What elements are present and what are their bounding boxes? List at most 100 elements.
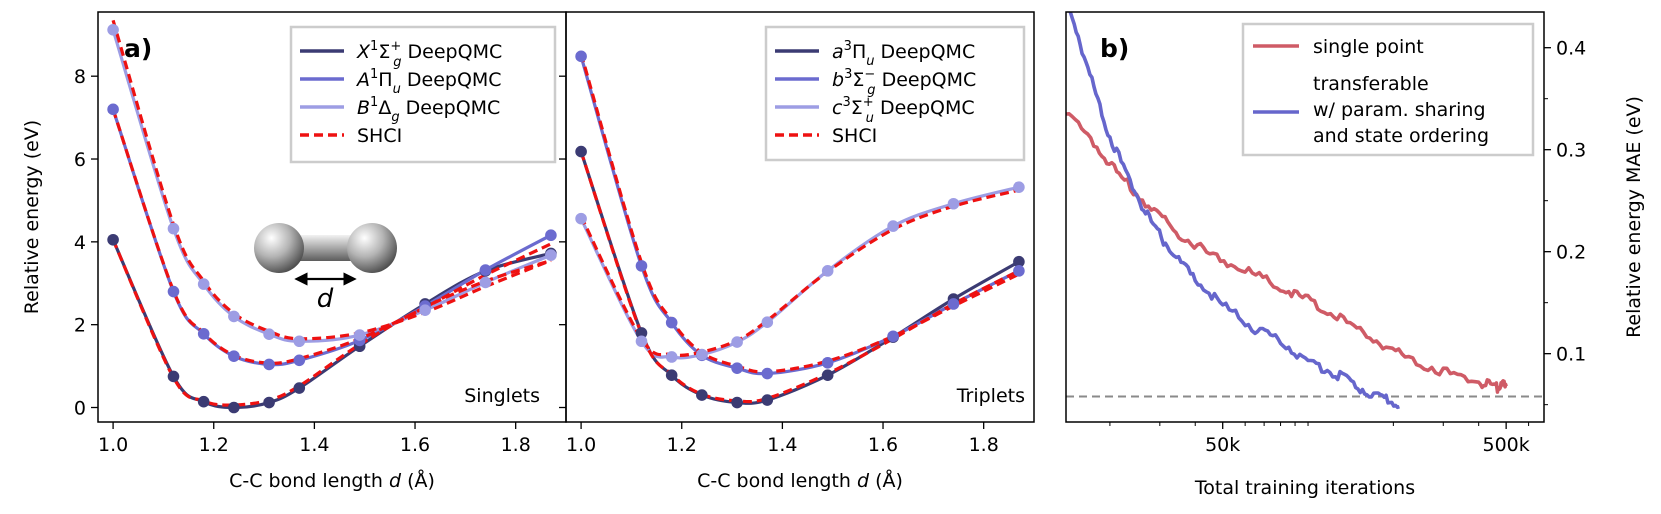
triplets-data-point [635, 335, 648, 348]
training-series-line-1 [1066, 112, 1508, 394]
singlets-ytick-label: 6 [74, 149, 86, 171]
triplets-data-point [665, 316, 678, 329]
triplets-data-point [1013, 265, 1025, 277]
triplets-legend-label: b3Σ− g DeepQMC [832, 67, 976, 98]
triplets-data-point [635, 327, 648, 339]
singlets-data-point [263, 396, 275, 409]
triplets-data-point [731, 336, 743, 348]
dimer-atom-right [347, 223, 397, 273]
training-xtick-label: 500k [1483, 434, 1530, 456]
triplets-data-point [947, 298, 960, 310]
panel-label-a: a) [124, 34, 152, 63]
singlets-data-point [107, 24, 119, 36]
singlets-ytick-label: 4 [74, 232, 86, 254]
triplets-data-point [821, 265, 834, 277]
singlets-legend-label-shci: SHCI [357, 125, 402, 147]
singlets-corner-label: Singlets [464, 385, 540, 407]
singlets-xtick-label: 1.4 [299, 434, 329, 456]
triplets-xtick-label: 1.0 [566, 434, 596, 456]
bond-length-symbol: d [317, 284, 334, 314]
singlets-ytick-label: 0 [74, 398, 86, 420]
triplets-xtick-label: 1.2 [667, 434, 697, 456]
triplets-data-point [821, 356, 834, 369]
singlets-legend-label: A1Πu DeepQMC [355, 67, 502, 97]
triplets-data-point [575, 50, 587, 63]
singlets-data-point [228, 310, 240, 323]
singlets-data-point [197, 278, 210, 290]
training-ytick-label: 0.2 [1556, 242, 1586, 264]
singlets-data-point [228, 401, 240, 414]
triplets-data-point [761, 394, 774, 406]
triplets-legend-box [764, 25, 1026, 162]
singlets-legend-label: B1Δg DeepQMC [357, 95, 500, 125]
triplets-panel: 1.0 1.2 1.4 1.6 1.8 Triplets C-C bond length… [559, 11, 1035, 492]
singlets-data-point [263, 358, 275, 371]
triplets-plot-frame [565, 11, 1035, 423]
triplets-data-point [575, 145, 587, 158]
triplets-data-point [761, 316, 774, 328]
triplets-xtick-label: 1.4 [767, 434, 797, 456]
training-legend-label-transferable: w/ param. sharing [1313, 99, 1486, 121]
training-xlabel: Total training iterations [1194, 477, 1415, 499]
triplets-data-point [821, 369, 834, 382]
singlets-data-point [107, 233, 119, 246]
triplets-shci-line-3 [579, 188, 1020, 357]
training-legend-label-transferable: and state ordering [1313, 125, 1489, 147]
triplets-data-point [887, 330, 899, 343]
singlets-data-point [167, 370, 180, 383]
singlets-shci-line-2 [111, 108, 552, 365]
singlets-data-point [107, 103, 119, 116]
triplets-data-point [947, 197, 960, 210]
triplets-data-point [696, 389, 708, 401]
triplets-data-point [731, 396, 743, 409]
triplets-data-point [575, 212, 587, 225]
singlets-data-point [545, 249, 557, 261]
training-plot-frame [1065, 11, 1545, 423]
triplets-legend-label: c3Σ+ u DeepQMC [832, 95, 975, 126]
triplets-xtick-label: 1.6 [868, 434, 898, 456]
singlets-data-point [545, 229, 557, 242]
training-ytick-label: 0.3 [1556, 140, 1586, 162]
c2-dimer-inset: d [254, 223, 397, 314]
singlets-data-point [293, 335, 306, 348]
training-legend-label-transferable: transferable [1313, 73, 1429, 95]
singlets-data-point [197, 327, 210, 340]
singlets-data-point [353, 329, 366, 341]
training-ytick-label: 0.1 [1556, 344, 1586, 366]
triplets-data-point [635, 260, 648, 272]
triplets-data-point [887, 220, 899, 232]
triplets-data-point [665, 351, 678, 363]
triplets-corner-label: Triplets [956, 385, 1025, 407]
singlets-xtick-label: 1.8 [501, 434, 531, 456]
triplets-data-point [1013, 255, 1025, 268]
training-legend-label-single-point: single point [1313, 36, 1424, 58]
singlets-data-point [479, 276, 492, 289]
singlets-ytick-label: 8 [74, 66, 86, 88]
singlets-xtick-label: 1.2 [199, 434, 229, 456]
singlets-data-point [293, 354, 306, 367]
triplets-data-point [761, 367, 774, 380]
singlets-xtick-label: 1.6 [400, 434, 430, 456]
singlets-xlabel: C-C bond length d (Å) [229, 469, 435, 492]
training-series-line-2 [1068, 12, 1400, 410]
triplets-data-point [665, 369, 678, 382]
panel-label-b: b) [1100, 34, 1129, 63]
singlets-legend-label: X1Σ+ g DeepQMC [356, 39, 502, 70]
singlets-ylabel: Relative energy (eV) [21, 120, 43, 314]
triplets-legend-label-shci: SHCI [832, 125, 877, 147]
training-panel: 50k 500k 0.1 0.2 0.3 0.4 b) Total training it… [1065, 11, 1645, 499]
singlets-data-point [167, 222, 180, 235]
singlets-ytick-label: 2 [74, 315, 86, 337]
triplets-data-point [696, 348, 708, 361]
singlets-data-point [479, 264, 492, 276]
singlets-data-point [293, 382, 306, 394]
singlets-panel: 1.0 1.2 1.4 1.6 1.8 0 2 4 6 8 a) Singlets Relativ… [21, 11, 567, 492]
triplets-data-point [1013, 181, 1025, 193]
triplets-legend-label: a3Πu DeepQMC [832, 39, 975, 69]
singlets-data-point [197, 395, 210, 408]
singlets-data-point [167, 285, 180, 298]
triplets-xtick-label: 1.8 [969, 434, 999, 456]
singlets-shci-line-1 [111, 239, 552, 407]
